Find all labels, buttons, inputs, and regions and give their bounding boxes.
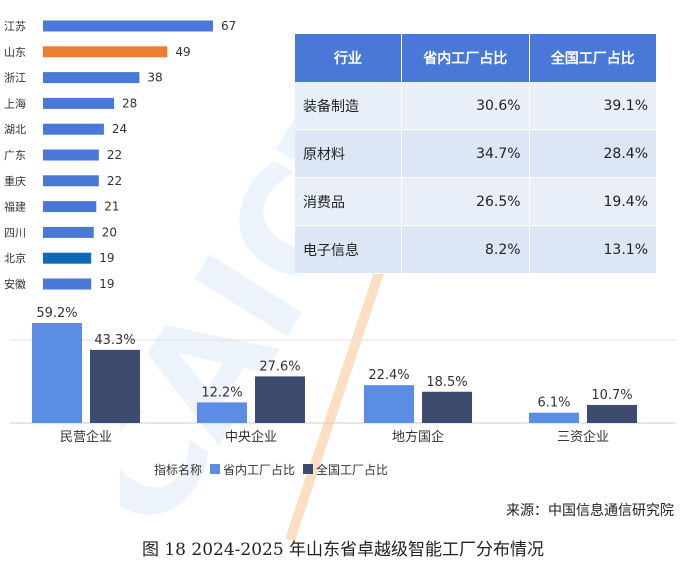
legend-swatch [303, 464, 314, 474]
table-cell-national: 39.1% [529, 82, 656, 130]
legend-label: 全国工厂占比 [316, 463, 389, 477]
chart-legend: 指标名称 省内工厂占比 全国工厂占比 [154, 461, 388, 478]
y-tick-label: 重庆 [4, 174, 26, 188]
x-tick-label: 地方国企 [392, 429, 444, 445]
source-note: 来源：中国信息通信研究院 [506, 503, 674, 519]
bar [43, 149, 99, 161]
table-cell-national: 19.4% [529, 177, 656, 226]
table-row: 消费品 26.5% 19.4% [295, 177, 656, 226]
bar [364, 385, 414, 423]
y-tick-label: 江苏 [4, 20, 26, 33]
legend-item-national: 全国工厂占比 [303, 461, 388, 478]
data-label: 43.3% [94, 333, 135, 348]
y-tick-label: 山东 [4, 46, 26, 59]
data-label: 18.5% [426, 375, 467, 390]
x-tick-label: 中央企业 [225, 429, 277, 445]
bar [529, 412, 579, 423]
data-label: 49 [175, 45, 190, 59]
data-label: 12.2% [201, 385, 242, 400]
table-cell-province: 8.2% [401, 225, 530, 274]
table-row: 装备制造 30.6% 39.1% [295, 82, 656, 130]
table-cell-province: 30.6% [401, 82, 530, 130]
y-tick-label: 北京 [4, 251, 26, 265]
data-label: 27.6% [259, 359, 300, 374]
table-cell-province: 26.5% [401, 177, 530, 226]
table-header-province-share: 省内工厂占比 [401, 34, 530, 82]
data-label: 22.4% [368, 368, 409, 383]
bar [43, 252, 92, 264]
data-label: 19 [99, 251, 114, 265]
table-cell-industry: 电子信息 [295, 225, 402, 274]
x-tick-label: 三资企业 [557, 429, 609, 445]
y-tick-label: 湖北 [4, 123, 26, 136]
bar [43, 278, 92, 290]
data-label: 24 [112, 122, 127, 136]
table-cell-national: 13.1% [529, 225, 656, 274]
table-header-national-share: 全国工厂占比 [529, 34, 656, 82]
industry-share-table: 行业 省内工厂占比 全国工厂占比 装备制造 30.6% 39.1% 原材料 34… [295, 34, 656, 274]
table-cell-national: 28.4% [529, 129, 656, 178]
legend-swatch [210, 464, 221, 474]
y-tick-label: 浙江 [4, 72, 26, 85]
table-row: 原材料 34.7% 28.4% [295, 129, 656, 178]
table-row: 电子信息 8.2% 13.1% [295, 225, 656, 274]
legend-label: 省内工厂占比 [223, 463, 296, 477]
bar [43, 226, 94, 238]
province-bar-chart: 江苏 67 山东 49 浙江 38 上海 28 湖北 24 广东 22 重庆 22 福建 21 四川 20 北京 19… [4, 19, 236, 291]
data-label: 19 [99, 277, 114, 291]
y-tick-label: 上海 [4, 96, 26, 110]
bar [43, 20, 213, 32]
data-label: 21 [104, 200, 119, 214]
data-label: 6.1% [537, 396, 570, 411]
bar [32, 323, 82, 423]
table-cell-industry: 装备制造 [295, 82, 402, 130]
data-label: 28 [122, 96, 137, 110]
bar [43, 123, 104, 135]
bar [43, 201, 97, 213]
table-cell-industry: 消费品 [295, 177, 402, 226]
y-tick-label: 广东 [4, 149, 26, 162]
table-cell-industry: 原材料 [295, 129, 402, 178]
figure-caption: 图 18 2024-2025 年山东省卓越级智能工厂分布情况 [141, 540, 545, 560]
bar [43, 97, 115, 109]
bar [255, 376, 305, 423]
y-tick-label: 四川 [4, 226, 26, 239]
bar [43, 72, 140, 84]
data-label: 22 [107, 148, 122, 162]
bar [43, 46, 168, 58]
data-label: 38 [147, 71, 162, 85]
bar [587, 404, 637, 423]
data-label: 59.2% [36, 306, 77, 321]
bar [197, 402, 247, 423]
bar [90, 349, 140, 423]
table-header-row: 行业 省内工厂占比 全国工厂占比 [295, 34, 656, 82]
y-tick-label: 福建 [4, 200, 26, 214]
data-label: 20 [102, 225, 117, 239]
table-header-industry: 行业 [295, 34, 402, 82]
x-tick-label: 民营企业 [60, 429, 112, 445]
data-label: 10.7% [591, 388, 632, 403]
y-tick-label: 安徽 [4, 277, 26, 291]
table-cell-province: 34.7% [401, 129, 530, 178]
bar [43, 175, 99, 187]
ownership-grouped-bar-chart: 59.2% 43.3% 民营企业 12.2% 27.6% 中央企业 22.4% 18.5% 地方… [10, 306, 676, 445]
legend-item-province: 省内工厂占比 [210, 461, 295, 478]
legend-title: 指标名称 [154, 463, 203, 477]
data-label: 22 [107, 174, 122, 188]
bar [422, 391, 472, 423]
data-label: 67 [221, 19, 236, 33]
